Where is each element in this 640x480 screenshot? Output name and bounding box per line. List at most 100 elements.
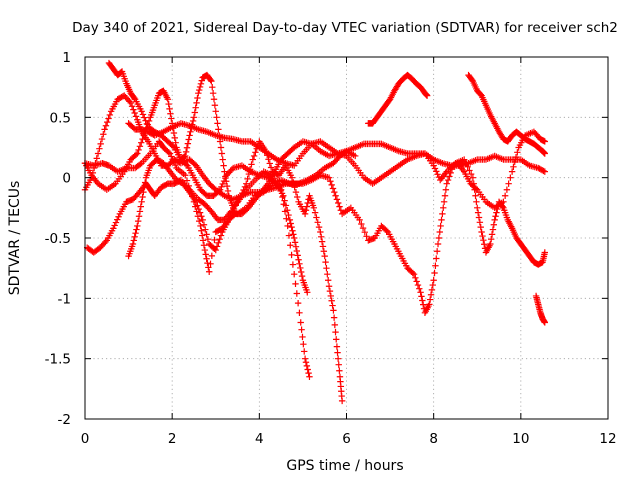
- data-point: [166, 105, 173, 113]
- data-point: [487, 236, 495, 243]
- data-point: [409, 269, 416, 277]
- data-point: [236, 196, 243, 203]
- data-point: [301, 210, 309, 218]
- data-point: [206, 268, 213, 275]
- data-point: [477, 223, 484, 231]
- data-point: [210, 96, 218, 103]
- data-point: [472, 192, 479, 199]
- data-point: [165, 100, 172, 108]
- data-point: [333, 343, 341, 350]
- data-point: [169, 143, 177, 150]
- data-point: [130, 106, 137, 113]
- data-point: [204, 259, 211, 267]
- data-point: [243, 180, 250, 187]
- data-point: [218, 183, 225, 191]
- data-point: [115, 213, 122, 220]
- data-point: [324, 271, 331, 278]
- data-point: [131, 109, 138, 117]
- data-point: [328, 297, 335, 304]
- data-point: [97, 140, 104, 148]
- data-point: [110, 225, 117, 232]
- data-point: [212, 108, 219, 115]
- data-point: [433, 248, 441, 255]
- data-point: [215, 239, 222, 247]
- data-point: [127, 99, 134, 107]
- data-point: [541, 168, 549, 175]
- data-point: [434, 240, 442, 248]
- data-point: [417, 289, 424, 296]
- data-point: [441, 192, 449, 199]
- data-point: [285, 232, 293, 239]
- data-point: [111, 222, 118, 229]
- data-point: [165, 149, 172, 156]
- data-point: [296, 309, 303, 317]
- data-point: [320, 248, 328, 255]
- y-tick-label: -2: [58, 412, 71, 428]
- data-point: [112, 219, 120, 226]
- data-point: [327, 292, 335, 300]
- data-point: [291, 184, 298, 191]
- data-point: [192, 198, 200, 205]
- data-point: [204, 236, 212, 243]
- data-point: [217, 232, 225, 239]
- data-point: [293, 247, 301, 255]
- data-point: [190, 114, 198, 121]
- data-point: [287, 220, 294, 227]
- data-point: [182, 152, 189, 160]
- data-point: [185, 136, 192, 143]
- x-tick-label: 12: [599, 431, 616, 447]
- data-point: [138, 139, 145, 146]
- data-point: [541, 150, 549, 157]
- data-point: [137, 203, 144, 210]
- data-point: [333, 196, 341, 203]
- data-point: [294, 193, 301, 201]
- data-point: [250, 152, 258, 160]
- data-point: [430, 277, 437, 284]
- data-point: [126, 98, 133, 105]
- data-point: [288, 251, 295, 259]
- data-point: [327, 178, 334, 185]
- data-point: [192, 104, 199, 111]
- data-point: [439, 210, 446, 218]
- data-point: [217, 144, 225, 151]
- data-point: [325, 283, 333, 290]
- data-point: [333, 336, 340, 343]
- data-point: [207, 76, 214, 84]
- data-point: [240, 186, 247, 194]
- data-point: [313, 214, 320, 221]
- data-point: [330, 314, 338, 321]
- series-track-10: [532, 292, 549, 326]
- data-point: [292, 243, 300, 250]
- data-point: [285, 211, 292, 219]
- data-point: [244, 175, 251, 183]
- data-point: [331, 321, 339, 329]
- data-point: [213, 243, 221, 250]
- data-point: [471, 186, 478, 193]
- data-point: [302, 359, 310, 366]
- data-point: [315, 223, 323, 231]
- data-point: [290, 231, 297, 238]
- data-point: [211, 102, 219, 109]
- data-point: [216, 186, 224, 193]
- data-point: [265, 156, 272, 163]
- data-point: [130, 237, 138, 244]
- data-point: [356, 216, 363, 224]
- data-point: [433, 255, 440, 262]
- data-point: [286, 216, 294, 224]
- data-point: [481, 241, 488, 248]
- data-point: [283, 215, 290, 222]
- data-point: [431, 269, 438, 277]
- y-tick-label: 0.5: [50, 110, 71, 126]
- data-point: [249, 156, 256, 163]
- data-point: [416, 285, 423, 292]
- data-point: [443, 180, 450, 187]
- data-point: [134, 222, 141, 230]
- data-point: [329, 302, 336, 309]
- data-point: [321, 252, 328, 260]
- data-point: [423, 92, 431, 99]
- data-point: [462, 159, 470, 167]
- data-point: [131, 233, 138, 240]
- data-point: [322, 258, 329, 266]
- data-point: [288, 174, 296, 181]
- data-point: [301, 355, 309, 362]
